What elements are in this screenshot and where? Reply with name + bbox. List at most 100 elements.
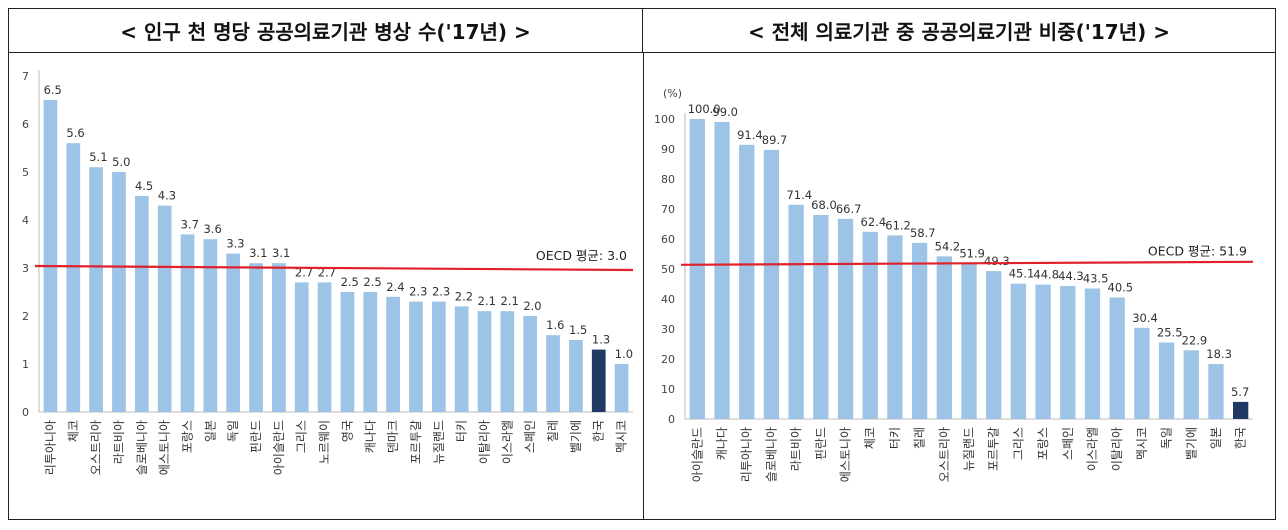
right-bar-chart: 0 10 20 30 40 50 60 70 80 90 100 (%) 100.0 아이슬란드 99.0 캐… bbox=[654, 87, 1254, 482]
value-label-캐나다: 2.5 bbox=[363, 275, 381, 289]
bar-핀란드 bbox=[813, 215, 829, 419]
category-label-에스토니아: 에스토니아 bbox=[839, 427, 853, 482]
bar-이탈리아 bbox=[477, 311, 492, 412]
category-label-칠레: 칠레 bbox=[913, 427, 927, 449]
value-label-이탈리아: 2.1 bbox=[478, 294, 496, 308]
left-chart-title: < 인구 천 명당 공공의료기관 병상 수('17년) > bbox=[9, 9, 643, 53]
value-label-칠레: 1.6 bbox=[546, 318, 564, 332]
y-unit-label: (%) bbox=[663, 87, 682, 100]
bar-스페인 bbox=[1060, 286, 1076, 419]
value-label-에스토니아: 66.7 bbox=[836, 202, 862, 216]
y-tick-label: 10 bbox=[661, 383, 675, 396]
bar-리투아니아 bbox=[739, 144, 755, 420]
category-label-체코: 체코 bbox=[863, 427, 877, 449]
category-label-독일: 독일 bbox=[226, 420, 240, 442]
bar-슬로베니아 bbox=[763, 149, 780, 419]
value-label-리투아니아: 91.4 bbox=[737, 128, 763, 142]
value-label-그리스: 45.1 bbox=[1009, 267, 1035, 281]
value-label-벨기에: 22.9 bbox=[1182, 333, 1208, 347]
bar-포르투갈 bbox=[409, 301, 423, 412]
value-label-캐나다: 99.0 bbox=[712, 105, 738, 119]
y-tick-label: 60 bbox=[661, 233, 675, 246]
bar-포랑스 bbox=[1035, 284, 1051, 419]
y-tick-label: 40 bbox=[661, 293, 675, 306]
bar-라트비아 bbox=[112, 172, 126, 412]
category-label-그리스: 그리스 bbox=[1011, 427, 1025, 460]
value-label-슬로베니아: 4.5 bbox=[135, 179, 153, 193]
bar-그리스 bbox=[1010, 283, 1027, 419]
value-label-멕시코: 30.4 bbox=[1132, 311, 1158, 325]
value-label-아이슬란드: 100.0 bbox=[688, 102, 721, 116]
category-label-이스라엘: 이스라엘 bbox=[1085, 427, 1099, 471]
left-bar-chart: 0 1 2 3 4 5 6 7 6.5 리투아니아 5.6 체코 5.1 오스트리아 5.0 라트비아 4.5 슬… bbox=[22, 70, 633, 475]
y-tick-label: 80 bbox=[661, 173, 675, 186]
category-label-캐나다: 캐나다 bbox=[715, 427, 729, 460]
y-tick-label: 1 bbox=[22, 358, 29, 371]
y-tick-label: 7 bbox=[22, 70, 29, 83]
oecd-average-label: OECD 평균: 51.9 bbox=[1148, 243, 1247, 258]
category-label-이탈리아: 이탈리아 bbox=[1110, 427, 1124, 471]
bar-멕시코 bbox=[1134, 327, 1150, 419]
bar-한국 bbox=[591, 349, 606, 412]
value-label-한국: 1.3 bbox=[592, 333, 610, 347]
bar-아이슬란드 bbox=[272, 263, 286, 412]
value-label-영국: 2.5 bbox=[341, 275, 359, 289]
bar-벨기에 bbox=[569, 340, 583, 412]
bar-덴마크 bbox=[386, 296, 400, 412]
category-label-영국: 영국 bbox=[340, 420, 354, 442]
category-label-슬로베니아: 슬로베니아 bbox=[135, 420, 149, 475]
bar-그리스 bbox=[294, 282, 309, 412]
value-label-일본: 18.3 bbox=[1206, 347, 1232, 361]
value-label-터키: 61.2 bbox=[885, 218, 911, 232]
bar-포랑스 bbox=[180, 234, 195, 412]
y-tick-label: 5 bbox=[22, 166, 29, 179]
category-label-그리스: 그리스 bbox=[295, 420, 309, 453]
value-label-오스트리아: 5.1 bbox=[89, 150, 107, 164]
y-tick-label: 20 bbox=[661, 353, 675, 366]
category-label-일본: 일본 bbox=[203, 420, 217, 442]
bar-캐나다 bbox=[714, 122, 730, 419]
category-label-한국: 한국 bbox=[592, 420, 606, 442]
category-label-벨기에: 벨기에 bbox=[569, 420, 583, 453]
category-label-칠레: 칠레 bbox=[546, 420, 560, 442]
y-tick-label: 30 bbox=[661, 323, 675, 336]
bar-포르투갈 bbox=[986, 271, 1002, 419]
bar-체코 bbox=[66, 143, 81, 412]
value-label-에스토니아: 4.3 bbox=[158, 189, 176, 203]
category-label-핀란드: 핀란드 bbox=[249, 420, 263, 453]
category-label-터키: 터키 bbox=[455, 420, 469, 442]
bar-이스라엘 bbox=[1084, 288, 1101, 419]
value-label-터키: 2.2 bbox=[455, 289, 473, 303]
bar-오스트리아 bbox=[89, 167, 103, 412]
bar-라트비아 bbox=[788, 204, 804, 419]
panel-divider bbox=[643, 53, 644, 519]
bar-슬로베니아 bbox=[134, 196, 149, 412]
category-label-아이슬란드: 아이슬란드 bbox=[272, 420, 286, 475]
bar-멕시코 bbox=[614, 364, 629, 412]
value-label-체코: 62.4 bbox=[861, 215, 887, 229]
oecd-average-line bbox=[680, 260, 1254, 266]
value-label-이스라엘: 43.5 bbox=[1083, 272, 1109, 286]
value-label-이탈리아: 40.5 bbox=[1108, 281, 1134, 295]
y-tick-label: 0 bbox=[22, 406, 29, 419]
value-label-뉴질랜드: 2.3 bbox=[432, 285, 450, 299]
category-label-한국: 한국 bbox=[1234, 427, 1248, 449]
value-label-뉴질랜드: 51.9 bbox=[959, 246, 985, 260]
category-label-이스라엘: 이스라엘 bbox=[500, 420, 514, 464]
y-tick-label: 0 bbox=[668, 413, 675, 426]
category-label-뉴질랜드: 뉴질랜드 bbox=[962, 427, 976, 471]
category-label-핀란드: 핀란드 bbox=[814, 427, 828, 460]
value-label-라트비아: 71.4 bbox=[786, 188, 812, 202]
bar-이스라엘 bbox=[500, 311, 515, 412]
category-label-포랑스: 포랑스 bbox=[181, 420, 195, 453]
oecd-average-label: OECD 평균: 3.0 bbox=[536, 248, 627, 263]
value-label-리투아니아: 6.5 bbox=[44, 83, 62, 97]
category-label-뉴질랜드: 뉴질랜드 bbox=[432, 420, 446, 464]
bar-캐나다 bbox=[363, 292, 378, 412]
value-label-포르투갈: 49.3 bbox=[984, 254, 1010, 268]
y-tick-label: 3 bbox=[22, 262, 29, 275]
value-label-오스트리아: 54.2 bbox=[935, 239, 961, 253]
value-label-멕시코: 1.0 bbox=[615, 347, 633, 361]
y-tick-label: 6 bbox=[22, 118, 29, 131]
bar-일본 bbox=[203, 239, 218, 412]
